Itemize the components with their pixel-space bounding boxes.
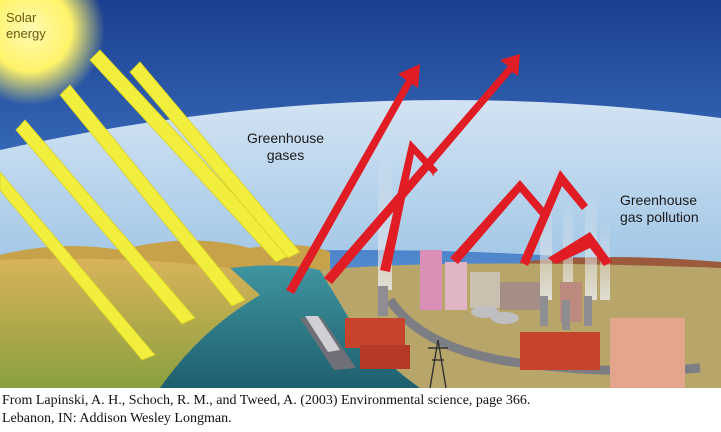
solar-label-line1: Solar — [6, 10, 37, 25]
heat-arrows — [286, 54, 612, 294]
heat-arrow — [380, 140, 438, 272]
pollution-label-line1: Greenhouse — [620, 192, 698, 208]
caption-line2: Lebanon, IN: Addison Wesley Longman. — [2, 411, 232, 426]
city — [345, 250, 685, 388]
heat-arrow — [286, 64, 420, 294]
figure-caption: From Lapinski, A. H., Schoch, R. M., and… — [2, 392, 718, 428]
sun — [0, 0, 105, 105]
power-pylon — [428, 339, 448, 388]
greenhouse-label-line1: Greenhouse — [247, 130, 325, 146]
heat-arrow — [520, 170, 588, 266]
solar-rays — [0, 49, 301, 361]
tower-pink — [420, 250, 442, 310]
heat-arrow — [548, 232, 612, 266]
greenhouse-illustration: Solar energy Greenhouse gases Greenhouse… — [0, 0, 721, 388]
river — [160, 265, 420, 388]
greenhouse-label-line2: gases — [266, 147, 305, 163]
heat-arrow — [450, 180, 550, 264]
solar-label-line2: energy — [6, 26, 46, 41]
pollution-label-line2: gas pollution — [620, 209, 699, 225]
solar-energy-label: Solar energy — [6, 10, 46, 42]
heat-arrow — [324, 54, 520, 284]
caption-line1: From Lapinski, A. H., Schoch, R. M., and… — [2, 393, 531, 408]
ship — [300, 316, 356, 370]
greenhouse-gas-pollution-label: Greenhouse gas pollution — [620, 192, 699, 226]
greenhouse-gases-label: Greenhouse gases — [247, 130, 324, 164]
